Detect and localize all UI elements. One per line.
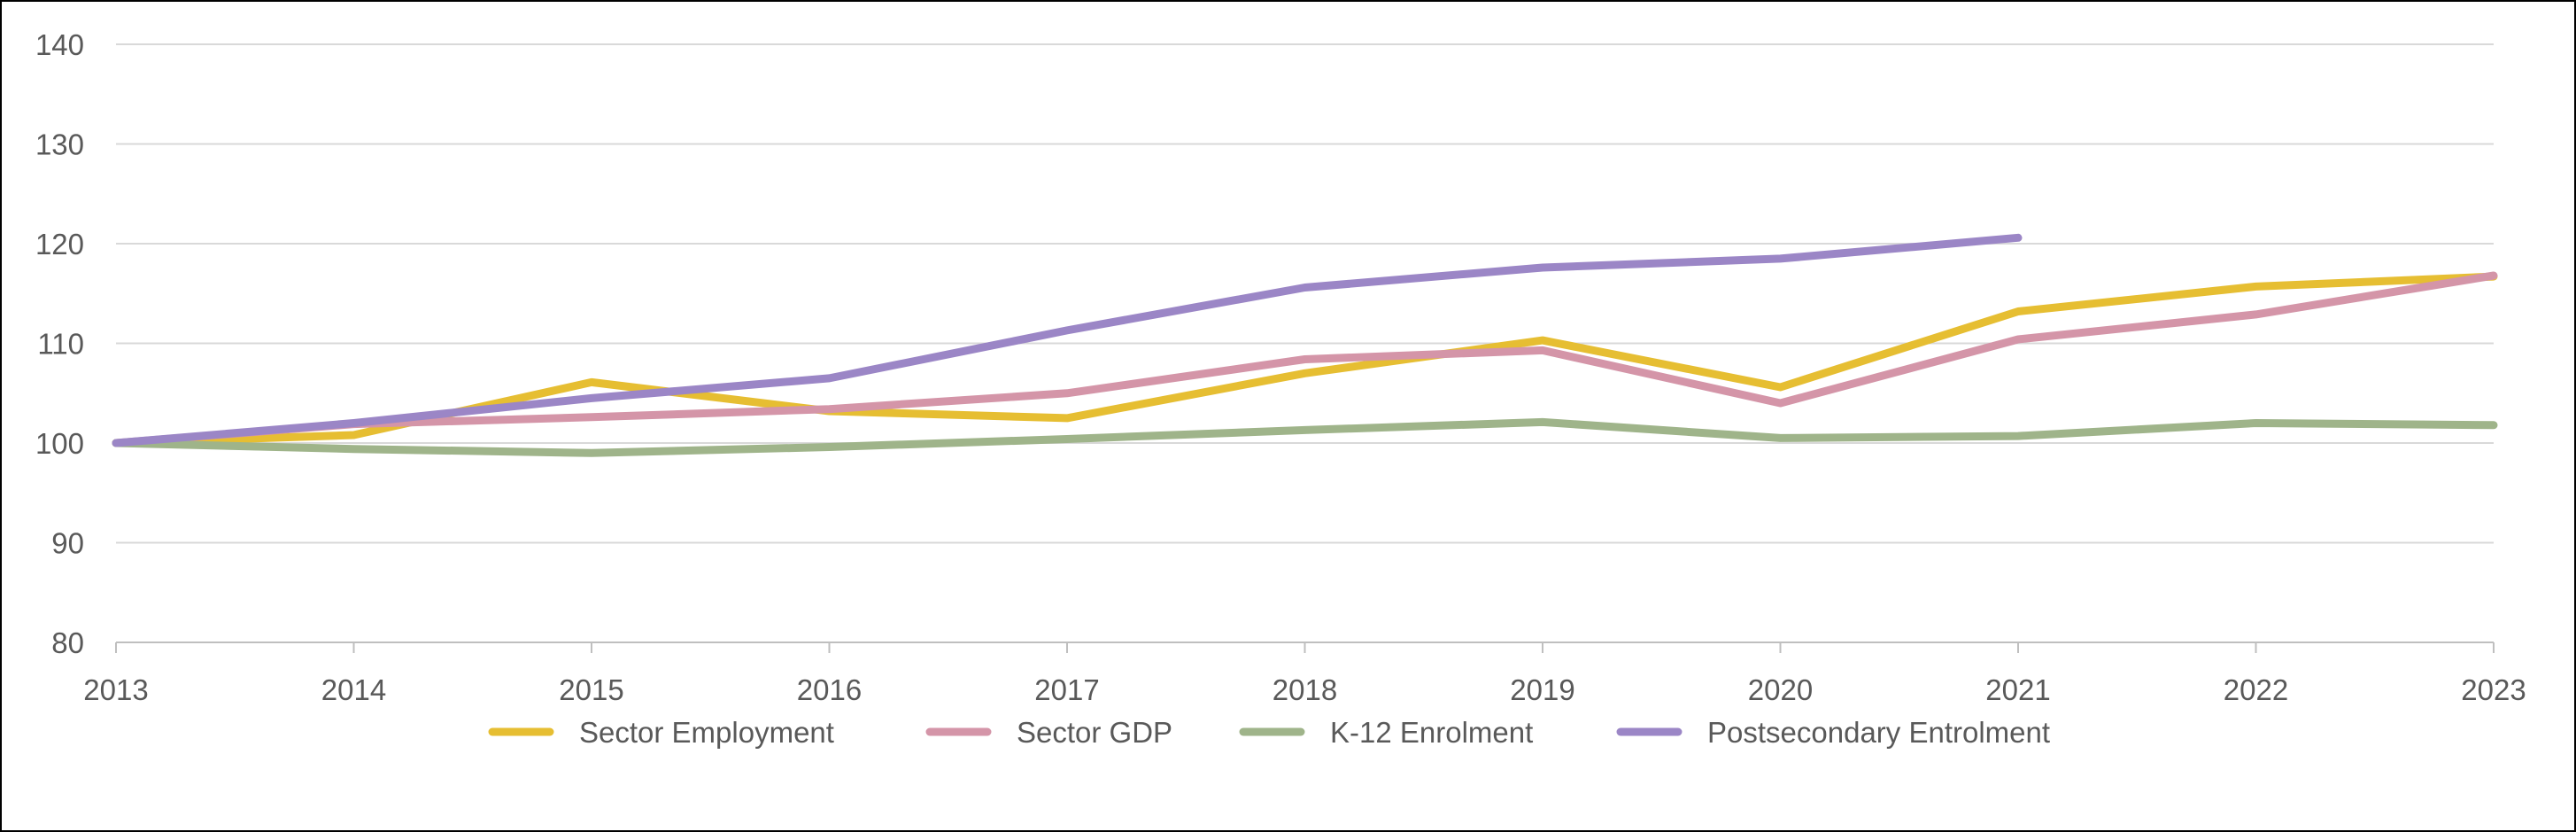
x-tick-label-2022: 2022 [2224, 673, 2288, 706]
y-tick-label-110: 110 [37, 328, 84, 361]
x-tick-label-2014: 2014 [321, 673, 386, 706]
series-line-1 [112, 271, 2498, 447]
y-tick-label-130: 130 [35, 128, 84, 161]
legend-label-0: Sector Employment [579, 716, 834, 749]
x-tick-label-2023: 2023 [2461, 673, 2526, 706]
x-tick-labels: 2013 2014 2015 2016 2017 2018 2019 2020 2021 2022… [83, 673, 2526, 706]
legend: Sector Employment Sector GDP K-12 Enrolmen… [488, 716, 2050, 749]
x-tick-label-2021: 2021 [1985, 673, 2050, 706]
series-lines [112, 233, 2498, 457]
x-tick-label-2019: 2019 [1510, 673, 1574, 706]
y-tick-label-120: 120 [35, 228, 84, 260]
y-tick-labels: 80 90 100 110 120 130 140 [35, 28, 84, 659]
x-tick-label-2020: 2020 [1748, 673, 1813, 706]
x-tick-label-2017: 2017 [1034, 673, 1099, 706]
gridlines [116, 43, 2494, 544]
y-tick-label-140: 140 [35, 28, 84, 61]
x-tick-label-2018: 2018 [1273, 673, 1337, 706]
y-tick-label-80: 80 [51, 626, 84, 659]
series-line-3 [112, 233, 2023, 447]
x-axis [115, 641, 2495, 653]
y-tick-label-90: 90 [51, 527, 84, 560]
x-tick-label-2015: 2015 [559, 673, 623, 706]
legend-label-2: K-12 Enrolment [1330, 716, 1533, 749]
y-tick-label-100: 100 [35, 427, 84, 460]
series-line-0 [112, 272, 2498, 447]
series-line-2 [112, 417, 2498, 457]
legend-label-1: Sector GDP [1017, 716, 1172, 749]
legend-label-3: Postsecondary Entrolment [1707, 716, 2050, 749]
x-tick-label-2013: 2013 [83, 673, 148, 706]
x-tick-label-2016: 2016 [797, 673, 862, 706]
